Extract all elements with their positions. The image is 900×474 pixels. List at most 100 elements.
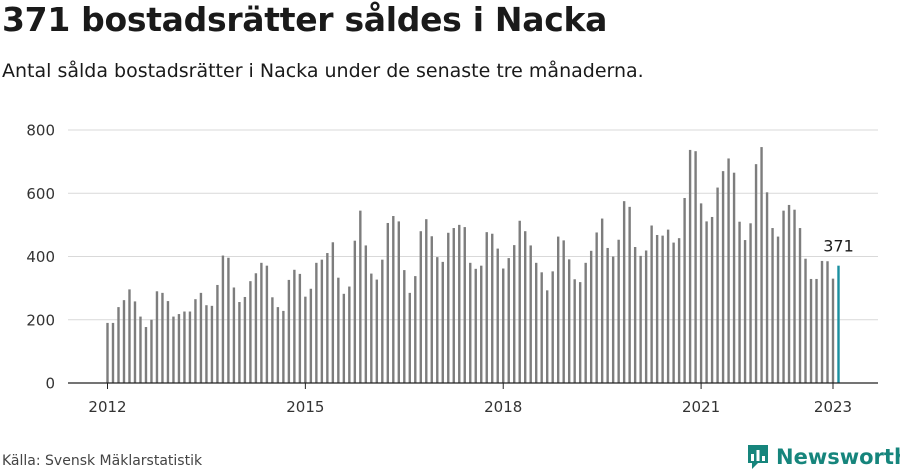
bar bbox=[117, 307, 120, 383]
bar bbox=[567, 259, 571, 383]
bar bbox=[111, 322, 115, 383]
bar bbox=[589, 250, 593, 383]
bar bbox=[551, 271, 554, 383]
bar bbox=[221, 255, 225, 383]
bar bbox=[545, 290, 549, 383]
bar bbox=[699, 203, 703, 383]
bar bbox=[639, 255, 642, 383]
bar bbox=[309, 288, 313, 383]
bar bbox=[238, 302, 241, 383]
y-tick-label: 200 bbox=[26, 311, 55, 329]
bar bbox=[633, 247, 637, 383]
chart-subtitle: Antal sålda bostadsrätter i Nacka under … bbox=[2, 60, 644, 82]
bar bbox=[600, 218, 604, 383]
bar bbox=[491, 233, 494, 383]
x-tick-label: 2021 bbox=[682, 398, 720, 416]
bar bbox=[122, 300, 126, 383]
bar bbox=[677, 238, 681, 383]
bar bbox=[227, 257, 230, 383]
bar bbox=[831, 278, 835, 383]
bar bbox=[381, 259, 384, 383]
bar bbox=[754, 164, 758, 383]
bar bbox=[133, 301, 137, 383]
bar bbox=[628, 206, 631, 383]
bar bbox=[337, 277, 340, 383]
bar bbox=[474, 268, 477, 383]
brand-logo: Newsworthy bbox=[746, 443, 900, 471]
bar bbox=[282, 310, 285, 383]
bar bbox=[705, 221, 708, 383]
bar bbox=[727, 158, 730, 383]
bar bbox=[655, 234, 659, 383]
bar bbox=[518, 220, 521, 383]
bar bbox=[425, 219, 428, 383]
bar bbox=[139, 316, 142, 383]
bar bbox=[408, 292, 411, 383]
bar bbox=[205, 305, 208, 383]
bar bbox=[276, 307, 280, 383]
y-tick-label: 600 bbox=[26, 185, 55, 203]
bar bbox=[144, 327, 148, 383]
bar bbox=[573, 279, 576, 383]
bar bbox=[507, 258, 510, 383]
y-tick-label: 400 bbox=[26, 248, 55, 266]
bar bbox=[496, 248, 499, 383]
bar-highlight bbox=[837, 265, 840, 383]
bar bbox=[738, 221, 741, 383]
bar bbox=[787, 204, 791, 383]
bar bbox=[688, 149, 692, 383]
bar bbox=[441, 261, 444, 383]
chart-title: 371 bostadsrätter såldes i Nacka bbox=[2, 0, 608, 39]
bar bbox=[172, 316, 175, 383]
bar bbox=[293, 269, 296, 383]
bar bbox=[524, 231, 527, 383]
bar bbox=[804, 258, 807, 383]
bar bbox=[419, 231, 422, 383]
bar bbox=[513, 245, 516, 383]
bar bbox=[820, 260, 824, 383]
bar bbox=[578, 282, 582, 383]
bar bbox=[326, 253, 329, 383]
bar bbox=[271, 297, 274, 383]
bar bbox=[304, 296, 307, 383]
bar bbox=[331, 242, 335, 383]
bar bbox=[386, 222, 390, 383]
bar bbox=[672, 242, 675, 383]
bar bbox=[694, 151, 697, 383]
bar bbox=[249, 281, 252, 383]
bar bbox=[359, 210, 362, 383]
bar bbox=[622, 201, 626, 383]
bar-chart: 0 200 400 600 800 2012 2015 2018 2021 2023 371 bbox=[26, 122, 878, 416]
bar bbox=[210, 305, 214, 383]
bar bbox=[177, 314, 181, 383]
bar bbox=[502, 268, 505, 383]
bar bbox=[452, 228, 455, 383]
bar bbox=[617, 239, 620, 383]
bar bbox=[254, 273, 258, 383]
bar bbox=[776, 236, 780, 383]
bar bbox=[265, 265, 269, 383]
bar bbox=[150, 319, 153, 383]
bar bbox=[666, 229, 670, 383]
bar bbox=[732, 172, 736, 383]
bar bbox=[782, 210, 785, 383]
bar bbox=[199, 292, 203, 383]
bar bbox=[562, 240, 565, 383]
bar bbox=[743, 240, 747, 383]
bar bbox=[243, 296, 247, 383]
y-tick-label: 0 bbox=[45, 375, 55, 393]
bar bbox=[760, 147, 763, 383]
bar bbox=[716, 187, 719, 383]
bar bbox=[540, 272, 543, 383]
source-credit: Källa: Svensk Mäklarstatistik bbox=[2, 453, 203, 469]
bar bbox=[188, 311, 192, 383]
bar bbox=[644, 250, 648, 383]
bar bbox=[342, 293, 346, 383]
bar bbox=[166, 301, 170, 383]
bar bbox=[535, 262, 538, 383]
bar bbox=[315, 262, 318, 383]
bar bbox=[485, 232, 488, 383]
bar bbox=[809, 278, 813, 383]
bar bbox=[556, 236, 560, 383]
bar bbox=[392, 216, 395, 383]
